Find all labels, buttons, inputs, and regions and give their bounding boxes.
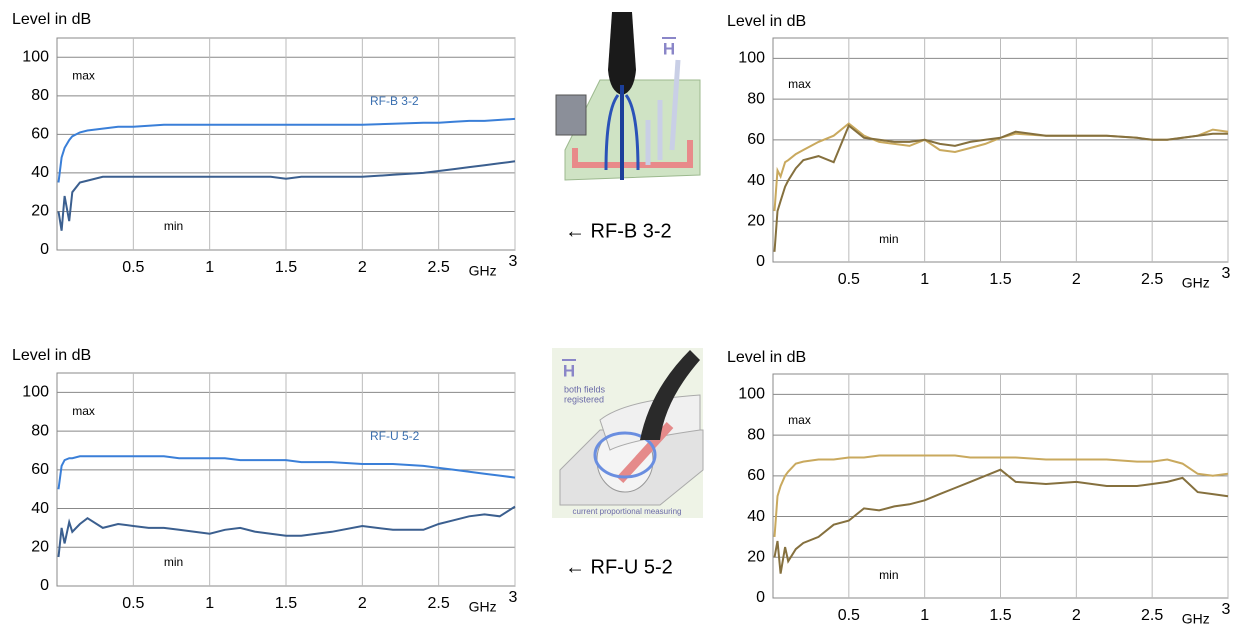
x-tick-label: 0.5 (122, 259, 144, 276)
annotation: max (72, 404, 95, 418)
series-line (57, 505, 516, 558)
y-tick-label: 80 (31, 422, 49, 439)
field-label: H (663, 39, 675, 58)
x-tick-label: 2 (1072, 607, 1081, 624)
x-tick-label: 2 (358, 595, 367, 612)
x-axis-label: GHz (1182, 611, 1210, 627)
x-tick-label: 0.5 (838, 607, 860, 624)
x-tick-label: 1.5 (989, 607, 1011, 624)
y-tick-label: 40 (31, 500, 49, 517)
x-tick-label: 2.5 (428, 595, 450, 612)
y-tick-label: 100 (738, 50, 765, 67)
x-tick-label: 1.5 (989, 271, 1011, 288)
series-line (773, 468, 1229, 574)
x-tick-label: 0.5 (838, 271, 860, 288)
series-line (57, 117, 516, 183)
x-tick-label: 2.5 (428, 259, 450, 276)
y-tick-label: 0 (40, 577, 49, 594)
x-axis-label: GHz (469, 263, 497, 279)
y-tick-label: 20 (31, 203, 49, 220)
y-tick-label: 60 (31, 461, 49, 478)
x-tick-label: 1 (920, 271, 929, 288)
y-axis-label: Level in dB (12, 11, 91, 28)
series-line (57, 455, 516, 490)
annotation: RF-U 5-2 (370, 429, 420, 443)
series-line (773, 454, 1229, 537)
y-axis-label: Level in dB (727, 349, 806, 366)
y-tick-label: 60 (747, 467, 765, 484)
y-tick-label: 0 (40, 241, 49, 258)
y-tick-label: 0 (756, 253, 765, 270)
x-tick-label: 2 (1072, 271, 1081, 288)
y-tick-label: 20 (747, 548, 765, 565)
x-tick-label: 2.5 (1141, 271, 1163, 288)
x-axis-label: GHz (469, 599, 497, 615)
x-tick-label: 1.5 (275, 595, 297, 612)
annotation: min (879, 232, 898, 246)
x-tick-label: 2 (358, 259, 367, 276)
illustration-note: current proportional measuring (573, 507, 682, 516)
y-tick-label: 80 (747, 90, 765, 107)
series-line (773, 123, 1228, 252)
caption: ← RF-B 3-2 (565, 220, 672, 242)
x-tick-label: 1 (205, 259, 214, 276)
annotation: min (879, 568, 898, 582)
y-tick-label: 40 (747, 172, 765, 189)
x-tick-label: 0.5 (122, 595, 144, 612)
annotation: max (72, 69, 95, 83)
annotation: min (164, 555, 183, 569)
x-tick-label: 1.5 (275, 259, 297, 276)
x-tick-label: 3 (1222, 601, 1231, 618)
x-tick-label: 3 (509, 589, 518, 606)
x-tick-label: 2.5 (1141, 607, 1163, 624)
y-tick-label: 100 (22, 384, 49, 401)
illustration-note: registered (564, 394, 604, 404)
y-tick-label: 60 (31, 126, 49, 143)
y-tick-label: 40 (747, 508, 765, 525)
y-tick-label: 100 (22, 48, 49, 65)
y-tick-label: 100 (738, 386, 765, 403)
annotation: RF-B 3-2 (370, 94, 419, 108)
x-tick-label: 1 (205, 595, 214, 612)
x-tick-label: 1 (920, 607, 929, 624)
y-tick-label: 60 (747, 131, 765, 148)
y-tick-label: 80 (31, 87, 49, 104)
x-tick-label: 3 (509, 253, 518, 270)
y-tick-label: 20 (747, 212, 765, 229)
y-axis-label: Level in dB (12, 347, 91, 364)
series-line (57, 160, 516, 231)
caption: ← RF-U 5-2 (565, 556, 673, 578)
y-tick-label: 20 (31, 538, 49, 555)
probe-illustration: H (552, 12, 701, 182)
probe-illustration: H both fields registered current proport… (552, 348, 704, 518)
y-tick-label: 80 (747, 426, 765, 443)
y-tick-label: 40 (31, 164, 49, 181)
annotation: max (788, 413, 811, 427)
annotation: min (164, 219, 183, 233)
y-tick-label: 0 (756, 589, 765, 606)
y-axis-label: Level in dB (727, 13, 806, 30)
illustration-note: both fields (564, 384, 606, 394)
field-label: H (563, 361, 575, 380)
x-axis-label: GHz (1182, 275, 1210, 291)
annotation: max (788, 77, 811, 91)
x-tick-label: 3 (1222, 265, 1231, 282)
